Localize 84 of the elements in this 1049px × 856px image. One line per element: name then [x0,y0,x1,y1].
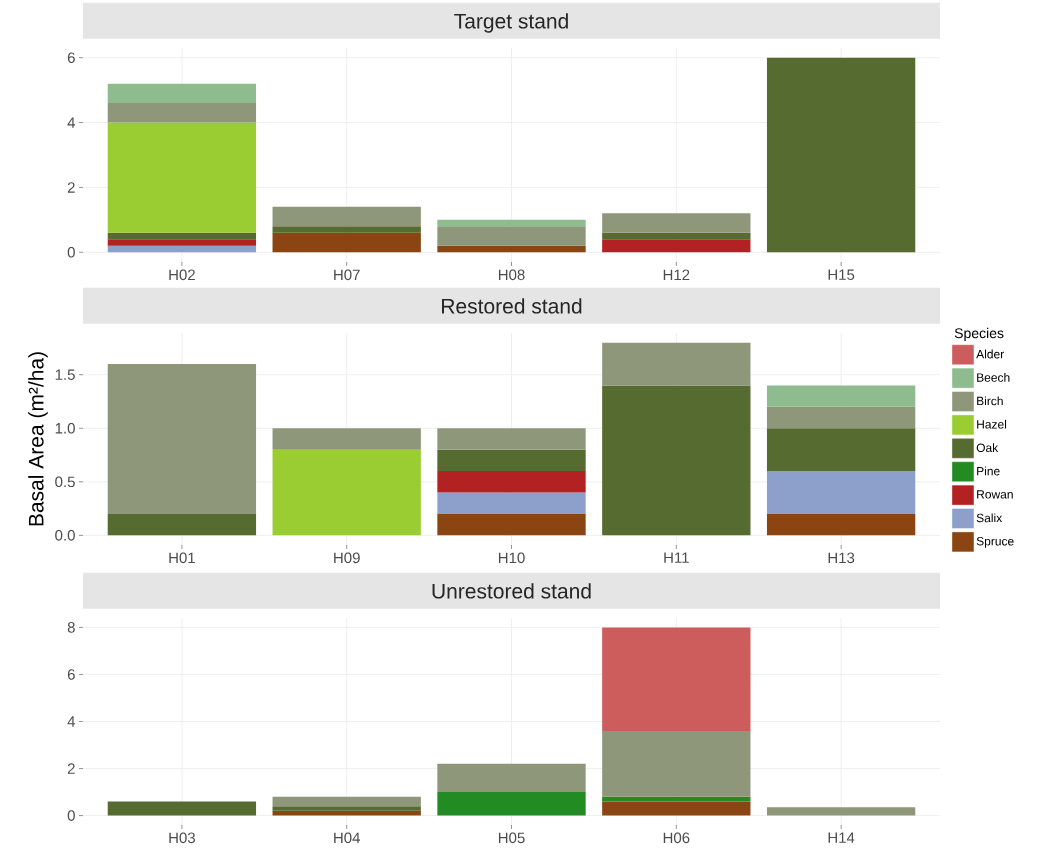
bar [766,406,916,429]
y-tick-label: 6 [67,669,75,680]
x-tick-label: H10 [498,552,525,564]
bar [272,796,421,807]
bar [602,730,751,797]
legend-label: Birch [977,396,1003,406]
bar [272,810,421,816]
legend-label: Alder [976,349,1004,359]
x-tick-label: H09 [334,552,360,564]
bar [437,449,586,472]
chart-title: Restored stand [442,298,582,314]
x-tick-label: H13 [828,552,855,564]
x-tick-label: H12 [663,269,690,280]
bar [437,471,586,493]
y-tick-label: 2 [67,763,75,774]
y-tick-label: 4 [67,117,76,128]
bar [766,428,916,472]
bar [602,213,751,233]
bar [107,103,257,123]
y-tick-label: 0 [67,246,75,258]
bar [602,232,751,240]
legend-title: Species [954,327,1004,341]
bar [107,364,257,514]
y-tick-label: 8 [67,622,75,633]
x-tick-label: H01 [169,552,195,564]
bar [107,801,257,816]
bar [437,219,586,227]
chart-title: Unrestored stand [432,583,591,599]
bar [272,428,421,450]
bar [766,807,916,816]
chart-title: Target stand [454,13,568,33]
x-tick-label: H15 [828,269,855,280]
y-tick-label: 2 [67,182,75,193]
bar [602,385,751,536]
bar [437,428,586,450]
x-tick-label: H04 [334,832,361,844]
bar [602,239,751,253]
bar [272,449,421,536]
legend-label: Beech [977,373,1010,382]
x-tick-label: H11 [664,552,689,563]
x-tick-label: H03 [169,832,195,844]
bar [766,57,916,253]
bar [602,801,751,816]
legend-label: Pine [977,466,1000,476]
bar [107,513,257,536]
x-tick-label: H06 [663,832,690,844]
bar [107,245,257,253]
bar [107,83,257,104]
legend-label: Salix [976,513,1003,523]
bar [437,226,586,246]
x-tick-label: H14 [828,832,855,843]
y-tick-label: 0.0 [55,530,75,541]
y-tick-label: 0.5 [55,476,75,488]
bar [437,763,586,793]
bar [437,492,586,514]
bar [272,806,421,811]
bar [437,245,586,253]
y-tick-label: 4 [67,716,76,727]
legend-label: Oak [976,443,999,453]
bar [602,627,751,731]
x-tick-label: H07 [334,269,360,281]
bar [766,513,916,536]
y-tick-label: 6 [67,52,75,64]
x-tick-label: H08 [498,269,525,281]
y-tick-label: 0 [67,810,75,821]
bar [107,232,257,240]
y-axis-title: Basal Area (m²/ha) [28,352,48,526]
bar [766,471,916,514]
legend-label: Rowan [977,490,1013,499]
bar [107,239,257,246]
x-tick-label: H05 [498,832,525,844]
bar [437,792,586,816]
bar [107,122,257,233]
bar [272,206,421,227]
bar [602,342,751,386]
y-tick-label: 1.0 [55,422,75,434]
bar [766,385,916,407]
y-tick-label: 1.5 [55,369,75,380]
legend-label: Hazel [977,419,1007,429]
bar [272,232,421,253]
legend-label: Spruce [976,536,1014,548]
bar [437,513,586,536]
x-tick-label: H02 [169,269,195,281]
bar [272,226,421,233]
